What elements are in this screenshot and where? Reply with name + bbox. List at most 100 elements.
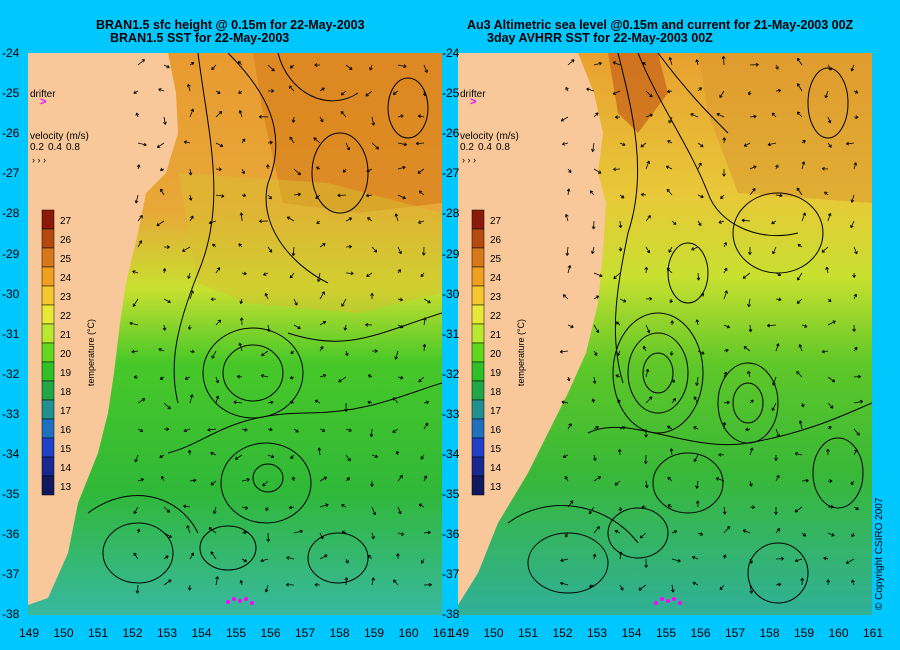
current-arrow — [564, 476, 569, 482]
right-lon-tick-label: 155 — [656, 626, 677, 640]
current-arrow — [237, 61, 243, 66]
current-arrow — [716, 113, 725, 118]
current-arrow — [417, 114, 425, 119]
right-lat-tick-label: -27 — [442, 166, 460, 181]
current-arrow — [345, 217, 353, 222]
current-arrow — [371, 577, 375, 586]
colorbar-swatch — [41, 380, 55, 401]
current-arrow — [189, 478, 197, 483]
current-arrow — [748, 324, 753, 333]
current-arrow — [137, 59, 145, 66]
current-arrow — [691, 555, 699, 560]
right-lat-tick-label: -29 — [442, 246, 460, 261]
current-arrow — [613, 272, 621, 280]
colorbar-swatch — [471, 228, 485, 249]
velocity-legend-value-2: 0.4 — [478, 142, 492, 153]
current-arrow — [775, 88, 782, 93]
current-arrow — [794, 506, 803, 513]
current-arrow — [774, 455, 778, 461]
current-arrow — [614, 480, 621, 486]
current-arrow — [423, 530, 431, 535]
colorbar-tick-label: 20 — [60, 349, 72, 360]
current-arrow — [562, 454, 569, 458]
right-lat-tick-label: -24 — [442, 46, 460, 60]
colorbar-tick-label: 14 — [60, 463, 72, 474]
current-arrow — [562, 294, 569, 300]
left-lon-tick-label: 153 — [157, 626, 178, 640]
current-arrow — [566, 376, 571, 382]
current-arrow — [644, 558, 649, 568]
drifter-legend-marker: > — [470, 96, 476, 108]
current-arrow — [314, 399, 321, 404]
velocity-legend-value-3: 0.8 — [496, 142, 510, 153]
current-arrow — [314, 63, 321, 67]
current-arrow — [692, 581, 699, 586]
current-arrow — [853, 374, 861, 379]
current-arrow — [241, 168, 245, 175]
current-arrow — [671, 530, 678, 534]
current-arrow — [186, 525, 191, 534]
current-arrow — [723, 526, 731, 534]
current-arrow — [853, 90, 859, 94]
current-arrow — [670, 320, 675, 326]
right-lon-tick-label: 157 — [725, 626, 746, 640]
temperature-colorbar: 27 26 25 24 23 22 21 20 19 18 17 16 15 14 13 temperatur… — [471, 209, 526, 496]
current-arrow — [593, 168, 602, 174]
current-arrow — [367, 374, 373, 378]
current-arrow — [561, 400, 569, 405]
current-arrow — [188, 168, 193, 176]
colorbar-tick-label: 19 — [60, 368, 72, 379]
current-arrow — [260, 374, 269, 378]
current-arrow — [723, 400, 730, 405]
colorbar-swatch — [471, 456, 485, 477]
current-arrow — [136, 528, 141, 534]
current-arrow — [592, 376, 597, 384]
current-arrow — [267, 427, 273, 432]
right-lat-tick-label: -33 — [442, 406, 460, 421]
current-arrow — [796, 111, 803, 118]
current-arrow — [241, 193, 247, 198]
current-arrow — [397, 142, 407, 147]
current-arrow — [137, 142, 147, 147]
right-lon-tick-label: 158 — [759, 626, 780, 640]
right-lon-tick-label: 153 — [587, 626, 608, 640]
left-lon-tick-label: 155 — [226, 626, 247, 640]
left-lat-tick-label: -37 — [2, 567, 20, 582]
current-arrow — [850, 220, 855, 229]
current-arrow — [394, 350, 399, 360]
current-arrow — [697, 162, 702, 170]
current-arrow — [567, 423, 572, 430]
current-arrow — [695, 500, 700, 508]
current-arrow — [135, 112, 140, 118]
copyright-notice: © Copyright CSIRO 2007 — [874, 497, 885, 610]
current-arrow — [775, 272, 782, 277]
current-arrow — [852, 324, 857, 332]
current-arrow — [618, 506, 623, 512]
current-arrow — [645, 296, 653, 301]
left-lat-tick-label: -33 — [2, 406, 20, 421]
current-arrow — [827, 64, 832, 71]
current-arrow — [397, 375, 404, 380]
left-lat-tick-label: -26 — [2, 126, 20, 141]
current-arrow — [850, 64, 855, 72]
current-arrow — [645, 368, 650, 378]
colorbar-tick-label: 21 — [490, 330, 502, 341]
current-arrow — [189, 108, 194, 118]
current-arrow — [723, 267, 728, 274]
colorbar-tick-label: 15 — [490, 444, 502, 455]
current-arrow — [697, 87, 702, 92]
current-arrow — [671, 558, 681, 563]
current-arrow — [367, 554, 373, 560]
velocity-legend-label: velocity (m/s) — [30, 131, 89, 142]
current-arrow — [617, 448, 622, 456]
drifter-track — [226, 597, 254, 605]
current-arrow — [210, 480, 217, 486]
current-arrow — [319, 243, 326, 248]
current-arrow — [293, 168, 301, 176]
right-panel-title-line2: 3day AVHRR SST for 22-May-2003 00Z — [487, 31, 713, 45]
right-lon-tick-label: 160 — [828, 626, 849, 640]
current-arrow — [801, 161, 806, 170]
colorbar-swatch — [471, 247, 485, 268]
velocity-legend-arrows: › › › — [462, 155, 476, 165]
left-lon-tick-label: 149 — [19, 626, 40, 640]
